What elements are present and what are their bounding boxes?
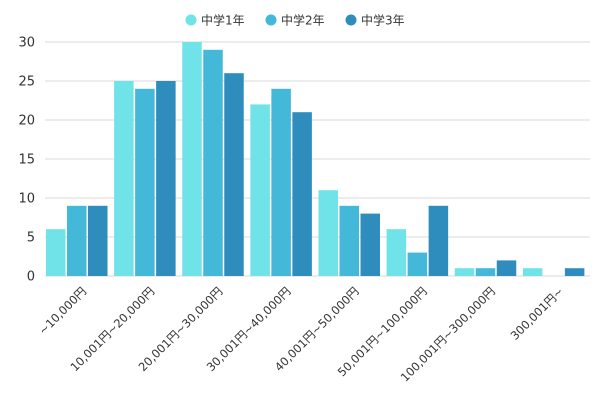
bar-3-1 bbox=[88, 205, 108, 276]
bar-2-6 bbox=[407, 252, 428, 276]
legend-item-2[interactable]: 中学2年 bbox=[265, 13, 325, 28]
y-tick-label-30: 30 bbox=[18, 36, 35, 51]
y-tick-label-20: 20 bbox=[18, 114, 35, 129]
bar-3-6 bbox=[428, 205, 449, 276]
legend-swatch-3 bbox=[345, 14, 357, 26]
y-tick-label-25: 25 bbox=[18, 75, 35, 90]
bar-2-3 bbox=[203, 49, 223, 276]
bar-1-1 bbox=[46, 229, 66, 276]
bar-3-2 bbox=[156, 81, 176, 276]
bar-1-5 bbox=[318, 190, 338, 276]
bar-1-3 bbox=[182, 42, 202, 276]
x-axis: ~10,000円10,001円~20,000円20,001円~30,000円30… bbox=[36, 284, 566, 384]
bar-1-7 bbox=[454, 268, 475, 276]
y-tick-label-5: 5 bbox=[27, 231, 35, 246]
x-tick-label-1: ~10,000円 bbox=[36, 284, 89, 337]
bar-2-2 bbox=[135, 88, 155, 276]
bar-2-7 bbox=[475, 268, 496, 276]
legend-label-1: 中学1年 bbox=[201, 13, 245, 28]
bar-3-3 bbox=[224, 73, 244, 276]
bar-2-5 bbox=[339, 205, 359, 276]
bar-3-8 bbox=[564, 268, 585, 276]
bar-1-4 bbox=[250, 104, 270, 277]
y-tick-label-15: 15 bbox=[18, 153, 35, 168]
x-tick-label-8: 300,001円~ bbox=[508, 284, 566, 342]
bars bbox=[46, 42, 585, 277]
bar-1-2 bbox=[114, 81, 134, 276]
bar-1-6 bbox=[386, 229, 407, 276]
y-tick-label-0: 0 bbox=[27, 270, 35, 285]
bar-3-4 bbox=[292, 112, 312, 276]
bar-2-4 bbox=[271, 88, 291, 276]
bar-3-5 bbox=[360, 213, 380, 276]
legend-item-3[interactable]: 中学3年 bbox=[345, 13, 405, 28]
legend-label-2: 中学2年 bbox=[281, 13, 325, 28]
bar-2-1 bbox=[67, 205, 87, 276]
bar-1-8 bbox=[522, 268, 543, 276]
legend-item-1[interactable]: 中学1年 bbox=[185, 13, 245, 28]
bar-3-7 bbox=[496, 260, 517, 276]
y-axis: 0 5 10 15 20 25 30 bbox=[18, 36, 35, 285]
legend: 中学1年 中学2年 中学3年 bbox=[185, 13, 405, 28]
legend-swatch-1 bbox=[185, 14, 197, 26]
legend-swatch-2 bbox=[265, 14, 277, 26]
legend-label-3: 中学3年 bbox=[361, 13, 405, 28]
y-tick-label-10: 10 bbox=[18, 192, 35, 207]
